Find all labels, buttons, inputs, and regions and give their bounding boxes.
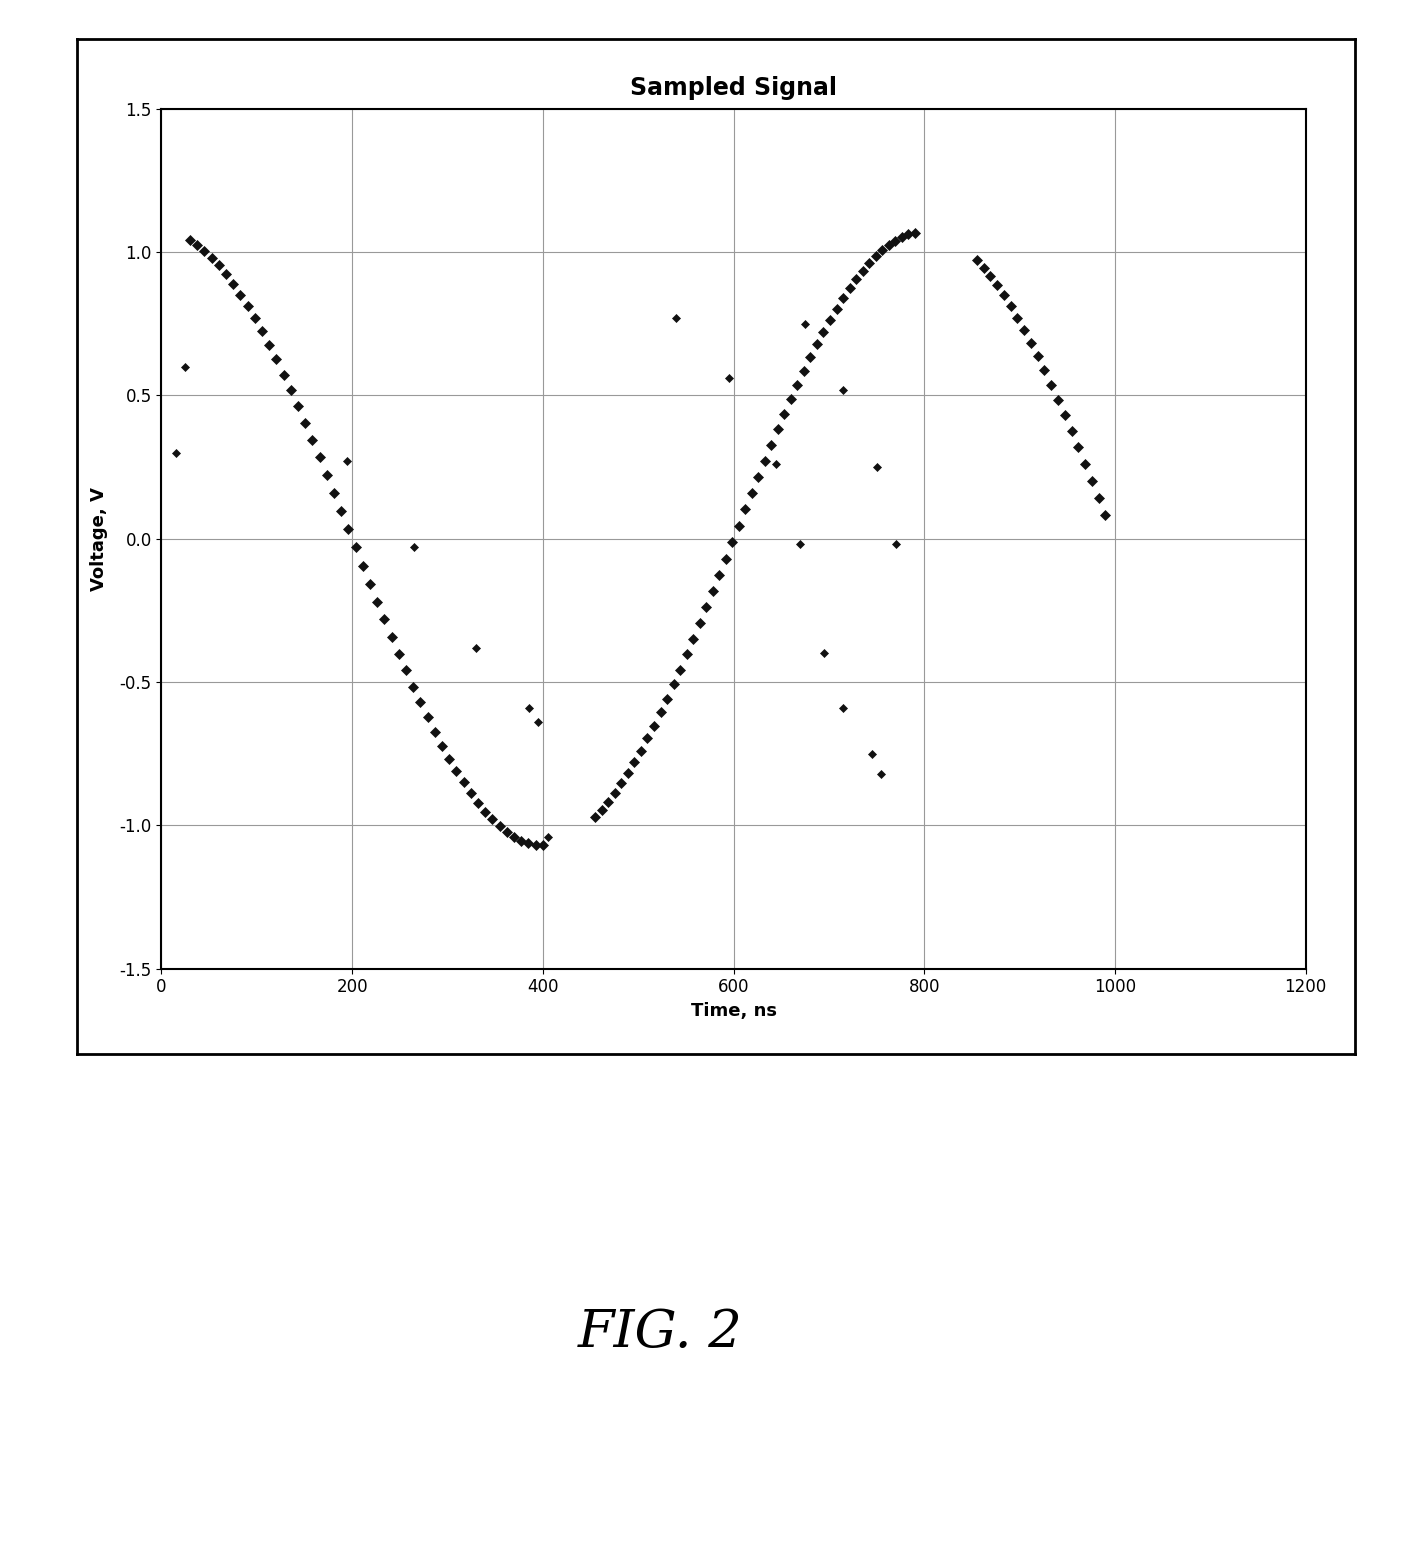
Text: FIG. 2: FIG. 2 xyxy=(577,1308,743,1358)
X-axis label: Time, ns: Time, ns xyxy=(691,1001,776,1020)
Title: Sampled Signal: Sampled Signal xyxy=(630,76,837,99)
Y-axis label: Voltage, V: Voltage, V xyxy=(90,487,108,591)
